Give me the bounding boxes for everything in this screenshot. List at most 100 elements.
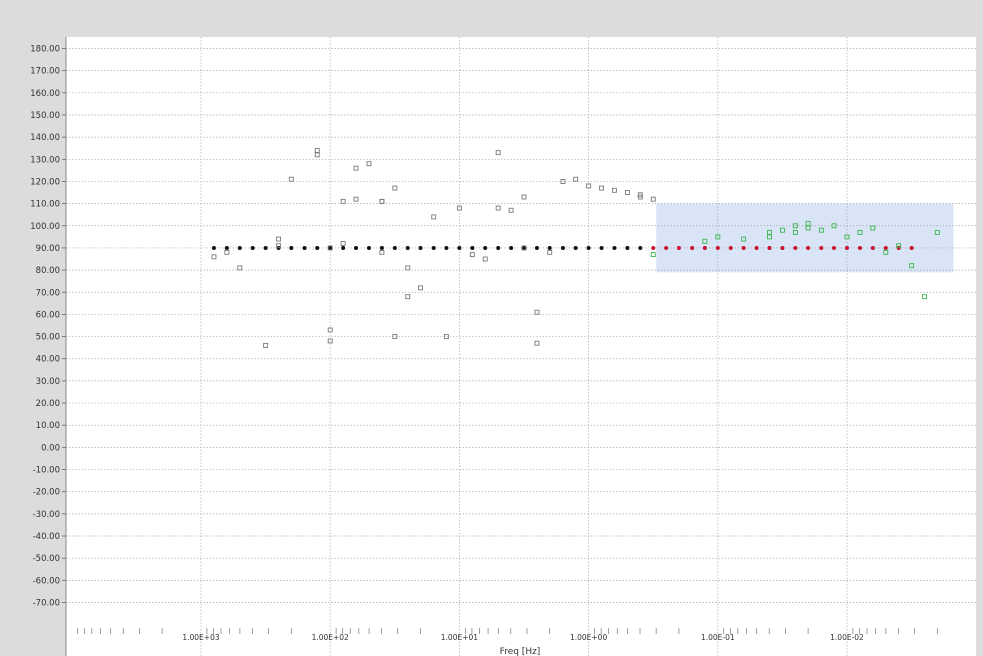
y-tick-label: 110.00 <box>30 200 60 210</box>
data-point-square <box>599 185 604 191</box>
highlight-region <box>656 203 954 273</box>
data-point-square <box>805 225 811 231</box>
data-point-dot <box>573 245 578 250</box>
y-tick-label: 40.00 <box>36 355 60 365</box>
data-point-dot <box>431 245 436 250</box>
data-point-square <box>870 225 876 231</box>
data-point-dot <box>483 245 488 250</box>
data-point-square <box>818 227 824 233</box>
y-tick-label: 140.00 <box>30 133 60 143</box>
data-point-square <box>418 285 423 291</box>
data-point-dot <box>341 245 346 250</box>
y-tick-label: 70.00 <box>36 288 60 298</box>
data-point-square <box>702 238 708 244</box>
data-point-dot <box>224 245 229 250</box>
data-point-dot <box>664 245 669 250</box>
data-point-dot <box>315 245 320 250</box>
data-point-dot <box>405 245 410 250</box>
data-point-dot <box>547 245 552 250</box>
data-point-square <box>831 223 837 229</box>
x-axis-ticks: 1.00E+03 1.00E+02 1.00E+01 1.00E+00 1.00E-01… <box>77 628 938 642</box>
data-point-square <box>611 187 617 193</box>
data-point-square <box>431 214 437 220</box>
data-point-square <box>392 334 398 340</box>
data-point-dot <box>379 245 384 250</box>
x-tick-label: 1.00E-01 <box>701 633 735 642</box>
data-point-square <box>534 309 540 315</box>
data-point-dot <box>612 245 617 250</box>
data-point-dot <box>289 245 294 250</box>
data-point-square <box>276 243 282 249</box>
data-point-dot <box>586 245 591 250</box>
y-tick-label: 10.00 <box>36 421 60 431</box>
data-point-square <box>896 243 902 249</box>
y-tick-label: 130.00 <box>30 155 60 165</box>
data-point-square <box>495 150 501 156</box>
data-point-dot <box>302 245 307 250</box>
x-tick-label: 1.00E+01 <box>441 633 478 642</box>
data-point-dot <box>560 245 565 250</box>
y-tick-label: -50.00 <box>33 554 60 564</box>
data-point-square <box>844 234 850 240</box>
data-point-dot <box>819 245 824 250</box>
data-point-square <box>224 249 230 255</box>
data-point-dot <box>522 245 527 250</box>
x-tick-label: 1.00E+00 <box>570 633 607 642</box>
data-point-dot <box>676 245 681 250</box>
data-point-square <box>340 241 346 246</box>
data-point-square <box>327 327 333 333</box>
grid-lines <box>65 37 976 656</box>
data-point-square <box>779 227 785 233</box>
data-point-square <box>405 294 411 300</box>
data-point-dot <box>263 245 268 250</box>
data-point-square <box>237 265 243 271</box>
data-point-dot <box>806 245 811 250</box>
data-point-dot <box>728 245 733 250</box>
y-tick-label: 120.00 <box>30 177 60 187</box>
y-tick-label: 160.00 <box>30 89 60 99</box>
data-point-dot <box>470 245 475 250</box>
x-tick-label: 1.00E+03 <box>182 633 219 642</box>
data-point-square <box>508 207 514 213</box>
data-point-dot <box>702 245 707 250</box>
data-point-dot <box>857 245 862 250</box>
x-tick-label: 1.00E-02 <box>830 633 864 642</box>
data-point-square <box>456 205 462 211</box>
data-point-dot <box>509 245 514 250</box>
x-tick-label: 1.00E+02 <box>312 633 349 642</box>
data-point-dot <box>211 245 216 250</box>
data-point-square <box>650 196 656 202</box>
data-point-square <box>327 338 333 344</box>
data-point-dot <box>780 245 785 250</box>
data-point-square <box>405 265 411 271</box>
data-point-dot <box>651 245 656 250</box>
data-point-square <box>482 256 488 262</box>
data-point-dot <box>793 245 798 250</box>
data-point-dot <box>237 245 242 250</box>
data-point-dot <box>354 245 359 250</box>
data-point-dot <box>715 245 720 250</box>
data-point-dot <box>883 245 888 250</box>
data-point-square <box>288 176 294 182</box>
data-point-square <box>379 249 385 255</box>
y-tick-label: 0.00 <box>41 443 60 453</box>
data-point-square <box>521 245 527 251</box>
data-point-square <box>263 342 269 348</box>
data-point-square <box>340 198 346 204</box>
data-point-square <box>883 249 889 255</box>
y-tick-label: 20.00 <box>36 399 60 409</box>
y-tick-label: -30.00 <box>33 510 60 520</box>
data-point-square <box>792 223 798 229</box>
data-point-square <box>353 196 359 202</box>
y-tick-label: 170.00 <box>30 67 60 77</box>
data-point-dot <box>534 245 539 250</box>
data-point-dot <box>909 245 914 250</box>
plot-area[interactable] <box>66 37 976 656</box>
data-point-square <box>909 263 915 269</box>
y-tick-label: 180.00 <box>30 45 60 55</box>
data-point-square <box>767 229 772 235</box>
data-point-square <box>741 236 747 242</box>
x-axis-label: Freq [Hz] <box>500 647 541 656</box>
y-axis-ticks: 180.00 170.00 160.00 150.00 140.00 130.00 120.… <box>30 45 66 609</box>
data-point-dot <box>250 245 255 250</box>
